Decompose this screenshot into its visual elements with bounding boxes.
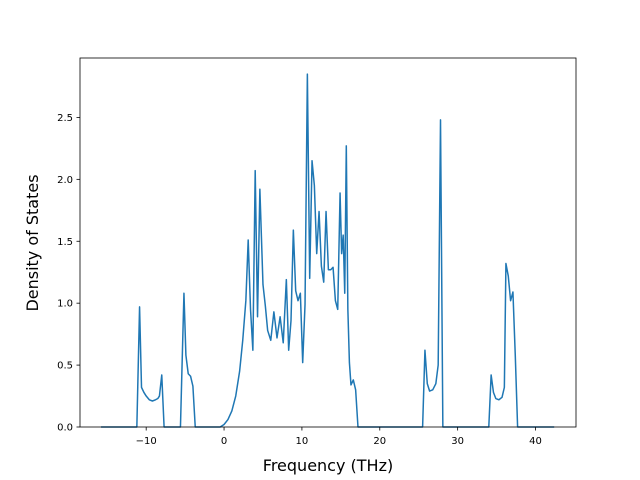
y-tick-label: 0.5 [57,361,73,372]
x-axis: −10 0 10 20 30 40 [136,427,542,447]
y-tick-label: 1.0 [57,299,73,310]
x-tick-label: 0 [221,436,227,447]
plot-area [79,57,577,428]
x-tick-label: 30 [451,436,464,447]
y-axis: 0.0 0.5 1.0 1.5 2.0 2.5 [57,113,80,434]
axes-frame [79,57,577,428]
y-axis-label: Density of States [23,174,42,311]
y-tick-label: 1.5 [57,237,73,248]
y-tick-label: 2.0 [57,175,73,186]
x-tick-label: 20 [373,436,386,447]
x-tick-label: −10 [136,436,157,447]
x-tick-label: 40 [529,436,542,447]
series-line-0 [101,73,555,428]
y-tick-label: 0.0 [57,423,73,434]
x-axis-label: Frequency (THz) [263,456,393,475]
y-tick-label: 2.5 [57,113,73,124]
x-tick-label: 10 [296,436,309,447]
